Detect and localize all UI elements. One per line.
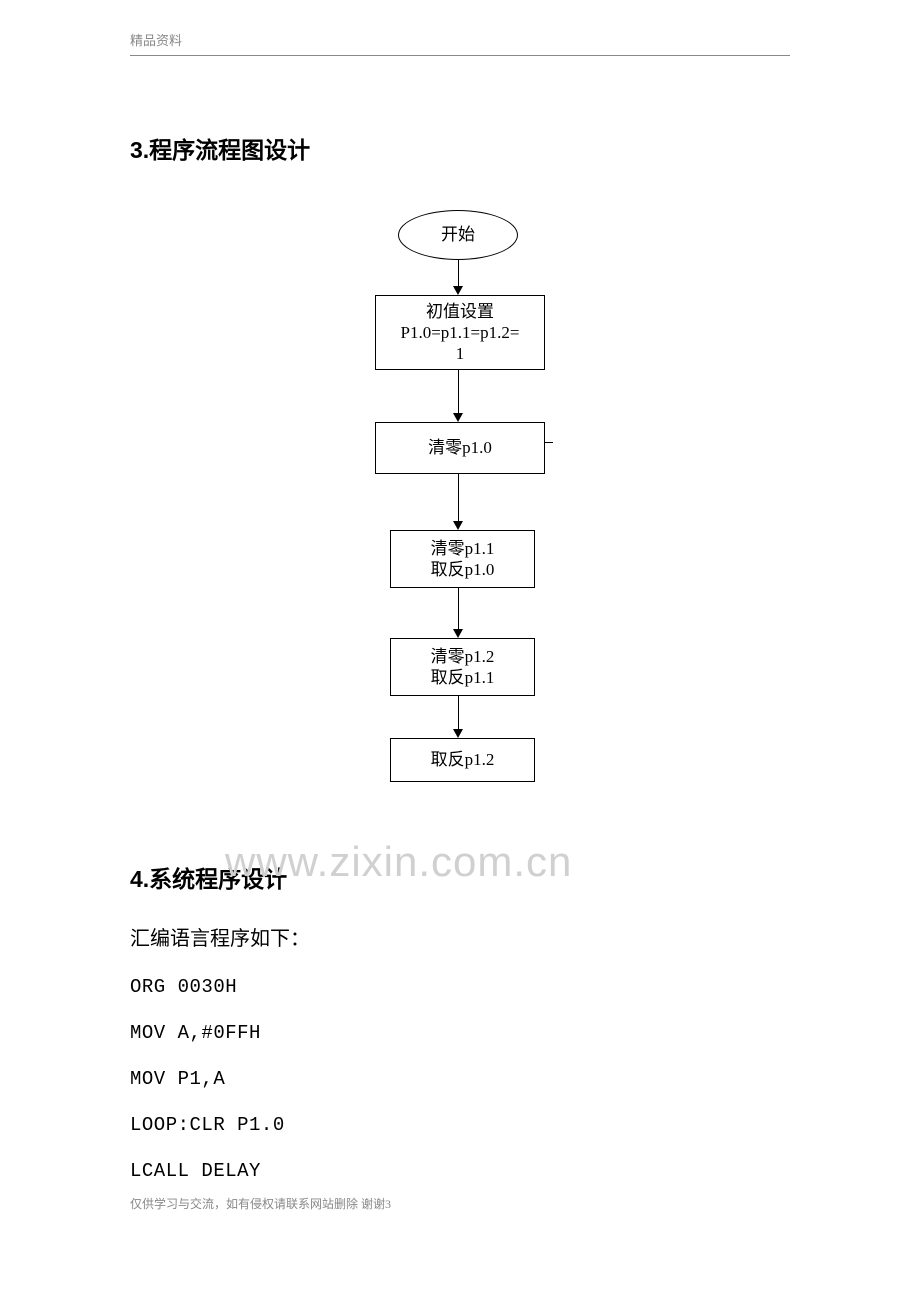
flowchart-node-text: 初值设置 (426, 301, 494, 322)
flowchart-arrowhead-icon (453, 413, 463, 422)
flowchart-arrowhead-icon (453, 521, 463, 530)
flowchart-node-start: 开始 (398, 210, 518, 260)
flowchart-node-text: 取反p1.1 (431, 667, 495, 688)
flowchart-container: 开始初值设置P1.0=p1.1=p1.2=1 清零p1.0 清零p1.1取反p1.0… (335, 210, 585, 790)
flowchart-arrowhead-icon (453, 629, 463, 638)
flowchart-node-clr0: 清零p1.0 (375, 422, 545, 474)
section-4-intro: 汇编语言程序如下： (130, 922, 790, 951)
flowchart-edge (458, 588, 459, 630)
flowchart-node-text: 1 (456, 343, 465, 364)
flowchart-arrowhead-icon (453, 286, 463, 295)
page-header-small: 精品资料 (130, 30, 790, 49)
flowchart-bracket-stub (545, 442, 553, 443)
flowchart-arrowhead-icon (453, 729, 463, 738)
flowchart-node-inv2: 取反p1.2 (390, 738, 535, 782)
code-line: ORG 0030H (130, 976, 790, 998)
flowchart-node-init: 初值设置P1.0=p1.1=p1.2=1 (375, 295, 545, 370)
header-rule (130, 55, 790, 56)
flowchart-node-text: 开始 (441, 224, 475, 245)
flowchart-edge (458, 474, 459, 522)
flowchart-node-text: P1.0=p1.1=p1.2= (401, 322, 520, 343)
flowchart-edge (458, 260, 459, 287)
code-line: LCALL DELAY (130, 1160, 790, 1182)
flowchart-node-text: 取反p1.2 (431, 749, 495, 770)
code-line: LOOP:CLR P1.0 (130, 1114, 790, 1136)
flowchart-node-clr1: 清零p1.1取反p1.0 (390, 530, 535, 588)
section-4-heading: 4.系统程序设计 (130, 860, 790, 894)
flowchart-edge (458, 696, 459, 730)
flowchart-node-text: 取反p1.0 (431, 559, 495, 580)
flowchart-node-text: 清零p1.0 (428, 437, 492, 458)
code-block: ORG 0030H MOV A,#0FFH MOV P1,A LOOP:CLR P1.… (130, 976, 790, 1182)
code-line: MOV A,#0FFH (130, 1022, 790, 1044)
flowchart-node-text: 清零p1.2 (431, 646, 495, 667)
section-3-heading: 3.程序流程图设计 (130, 131, 790, 165)
page-footer: 仅供学习与交流，如有侵权请联系网站删除 谢谢3 (130, 1195, 391, 1212)
flowchart-node-text: 清零p1.1 (431, 538, 495, 559)
flowchart-edge (458, 370, 459, 414)
code-line: MOV P1,A (130, 1068, 790, 1090)
flowchart-node-clr2: 清零p1.2取反p1.1 (390, 638, 535, 696)
